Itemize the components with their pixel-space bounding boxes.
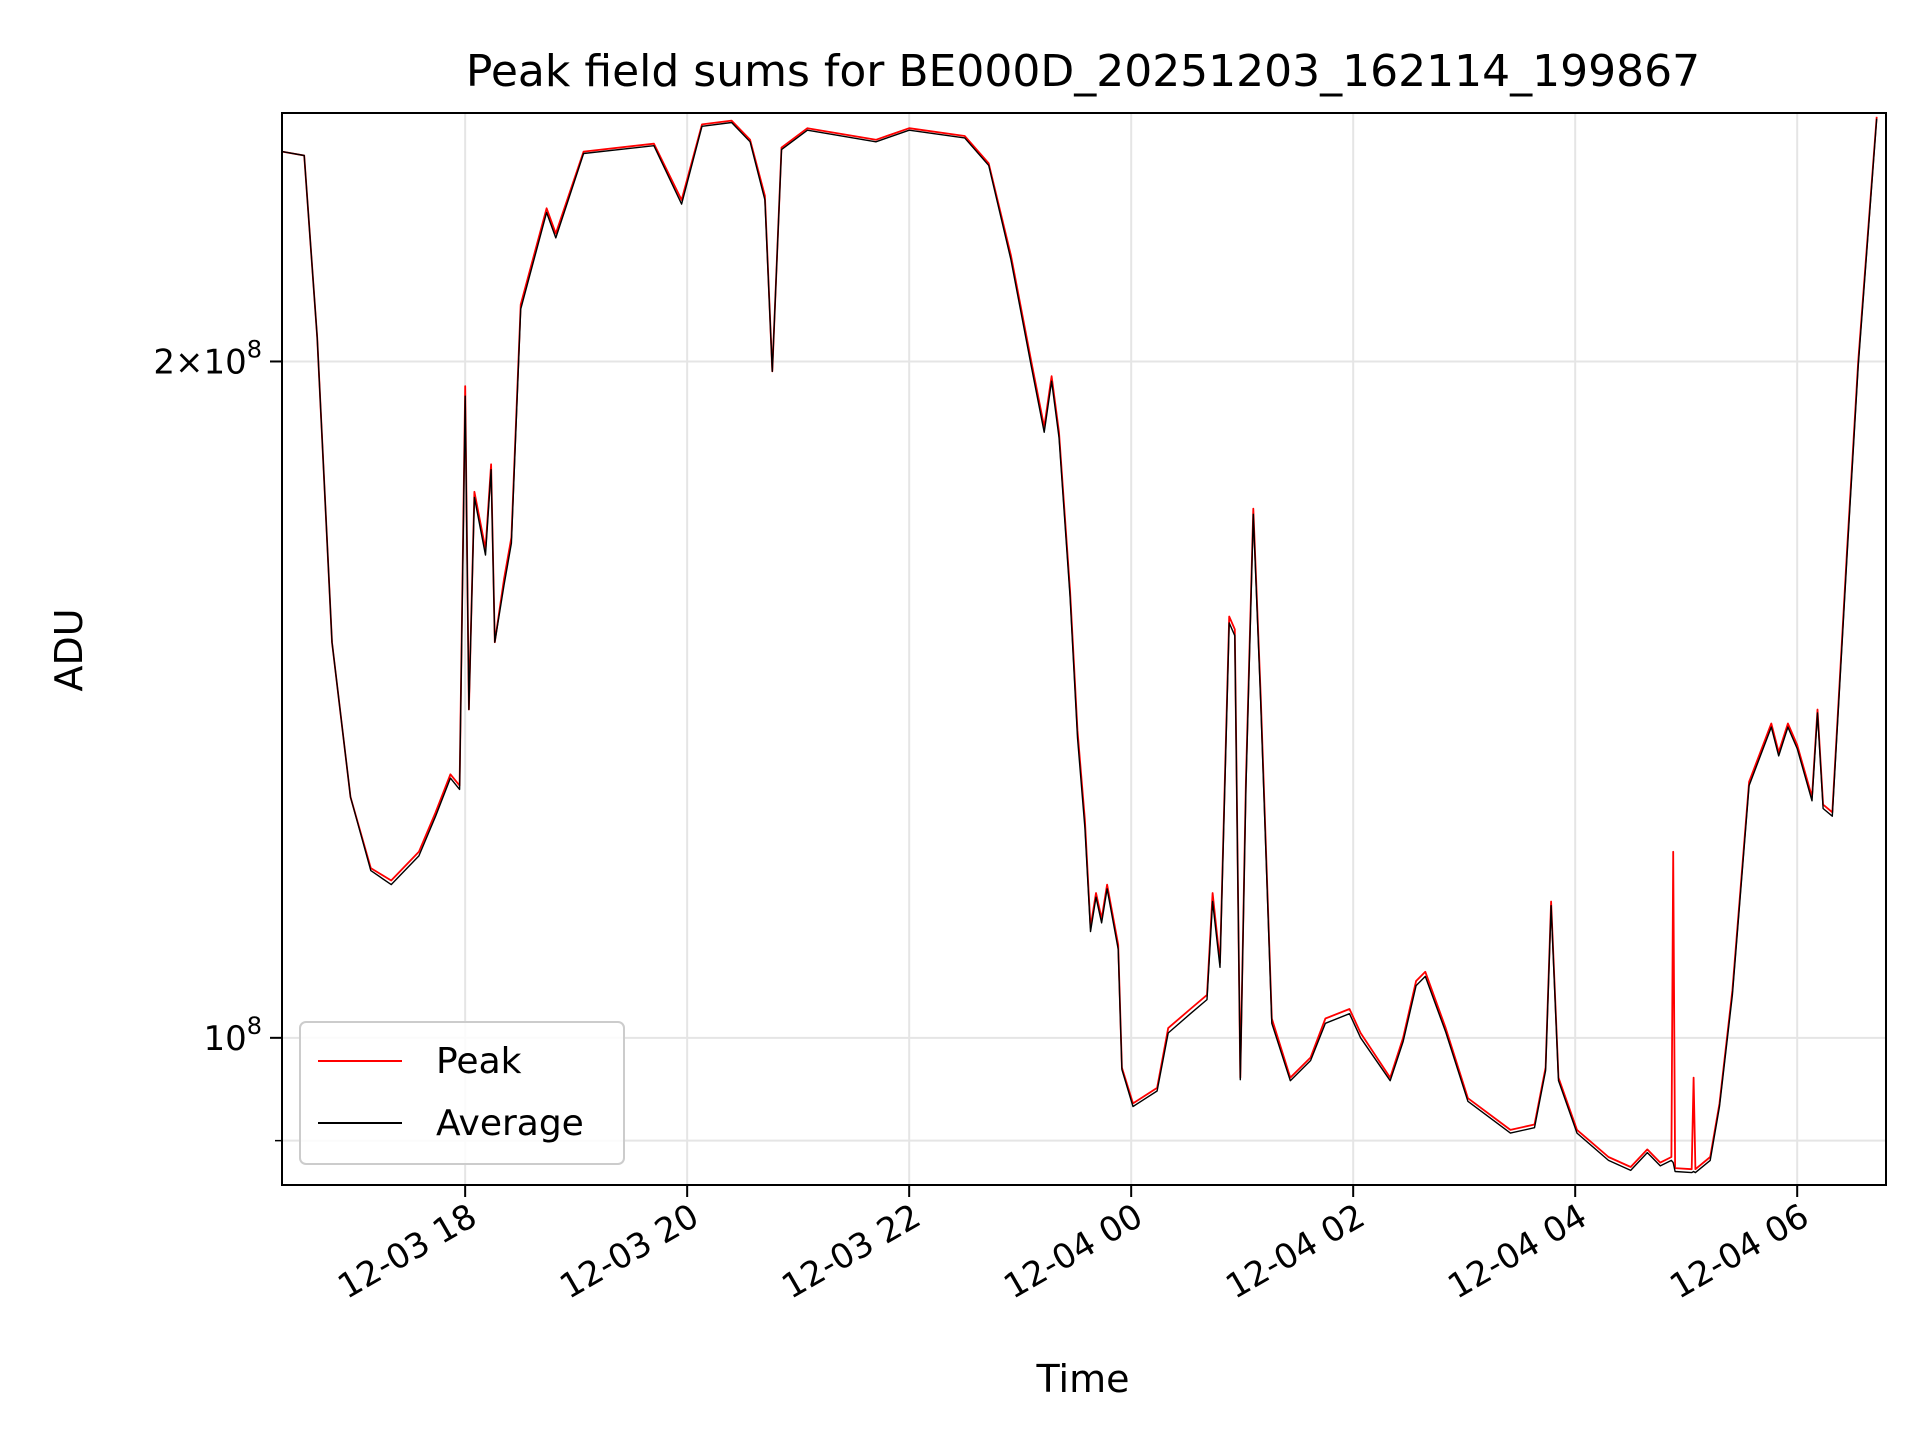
y-tick-label: 2×108 bbox=[153, 335, 262, 382]
x-axis-label: Time bbox=[1036, 1357, 1130, 1401]
series-line-peak bbox=[282, 116, 1878, 1171]
series-group bbox=[282, 116, 1878, 1174]
y-tick-exponent: 8 bbox=[247, 1012, 262, 1040]
chart-title: Peak field sums for BE000D_20251203_1621… bbox=[466, 46, 1700, 97]
plot-frame bbox=[281, 112, 1887, 1186]
y-tick-exponent: 8 bbox=[247, 335, 262, 363]
series-line-average bbox=[282, 118, 1878, 1174]
legend-box bbox=[299, 1021, 625, 1165]
grid bbox=[282, 113, 1886, 1185]
legend-entry-peak: Peak bbox=[436, 1041, 522, 1082]
legend: Peak Average bbox=[299, 1021, 625, 1165]
y-axis-label: ADU bbox=[47, 608, 91, 691]
legend-entry-average: Average bbox=[436, 1103, 584, 1144]
